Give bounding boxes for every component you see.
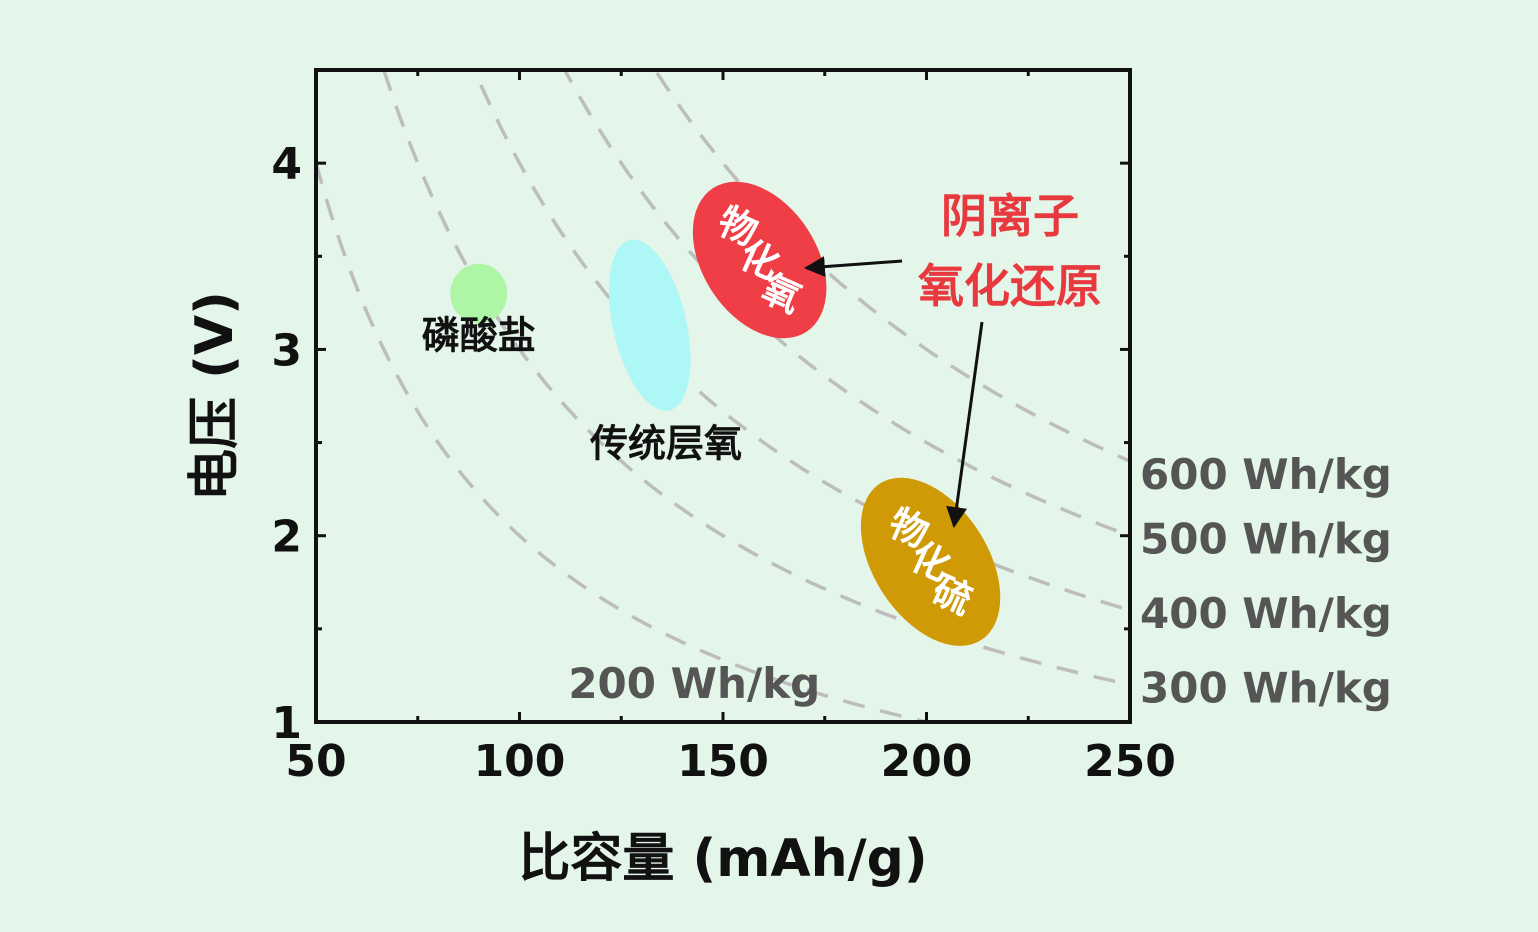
annotation-arrow-oxide	[803, 256, 903, 278]
annotation-line-1: 氧化还原	[918, 259, 1102, 313]
energy-contour-600	[653, 70, 1130, 464]
plot-frame	[314, 68, 1132, 724]
contour-label-400: 400 Wh/kg	[1140, 589, 1392, 638]
x-tick-label: 50	[285, 736, 346, 787]
region-label-0: 磷酸盐	[422, 314, 536, 358]
x-tick-label: 250	[1084, 736, 1176, 787]
x-axis-title: 比容量 (mAh/g)	[518, 829, 927, 889]
contour-label-200: 200 Wh/kg	[568, 659, 820, 708]
x-tick-label: 100	[474, 736, 566, 787]
annotation-arrow-sulfide	[946, 321, 984, 529]
annotation-line-0: 阴离子	[941, 189, 1079, 243]
axis-ticks: 50 100 150 200 250 1 2 3 4	[271, 70, 1176, 787]
region-2	[692, 181, 827, 339]
y-axis-title: 电压 (V)	[185, 291, 245, 501]
y-tick-label: 2	[271, 512, 302, 563]
energy-contour-300	[382, 70, 1130, 687]
contour-label-600: 600 Wh/kg	[1140, 450, 1392, 499]
contour-label-500: 500 Wh/kg	[1140, 515, 1392, 564]
region-label-1: 传统层氧	[589, 422, 742, 466]
y-tick-label: 4	[271, 139, 302, 190]
region-0	[450, 263, 508, 324]
region-1	[608, 239, 691, 411]
x-tick-label: 150	[677, 736, 769, 787]
y-tick-label: 1	[271, 698, 302, 749]
contour-label-300: 300 Wh/kg	[1140, 664, 1392, 713]
y-tick-label: 3	[271, 325, 302, 376]
contour-labels: 200 Wh/kg 300 Wh/kg 400 Wh/kg 500 Wh/kg 600 …	[568, 450, 1392, 713]
energy-density-contours	[316, 70, 1130, 722]
x-tick-label: 200	[881, 736, 973, 787]
energy-contour-200	[316, 156, 935, 722]
